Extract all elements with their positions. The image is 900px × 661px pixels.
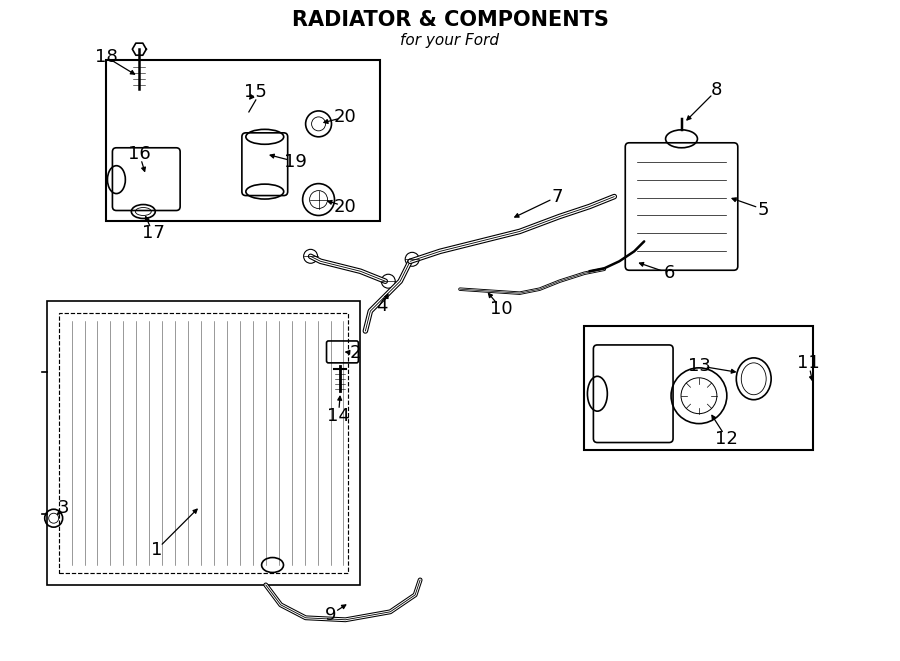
Text: 10: 10 — [491, 300, 513, 318]
Text: 4: 4 — [376, 297, 388, 315]
Bar — [47, 301, 360, 585]
Text: 8: 8 — [711, 81, 723, 99]
Text: 3: 3 — [58, 499, 69, 518]
Text: 19: 19 — [284, 153, 307, 171]
Text: 20: 20 — [334, 108, 356, 126]
Text: for your Ford: for your Ford — [400, 33, 500, 48]
Bar — [58, 313, 348, 573]
Bar — [584, 326, 814, 451]
Text: RADIATOR & COMPONENTS: RADIATOR & COMPONENTS — [292, 11, 608, 30]
Text: 2: 2 — [349, 344, 361, 362]
Bar — [106, 60, 381, 221]
Text: 7: 7 — [552, 188, 563, 206]
Text: 14: 14 — [327, 407, 350, 424]
Text: 9: 9 — [325, 605, 337, 624]
Text: 15: 15 — [245, 83, 267, 101]
Text: 18: 18 — [95, 48, 118, 66]
Text: 6: 6 — [663, 264, 675, 282]
Text: 5: 5 — [758, 200, 770, 219]
Text: 20: 20 — [334, 198, 356, 215]
Text: 13: 13 — [688, 357, 710, 375]
Text: 11: 11 — [797, 354, 820, 372]
Text: 1: 1 — [150, 541, 162, 559]
Text: 16: 16 — [128, 145, 150, 163]
Text: 17: 17 — [142, 225, 165, 243]
Text: 12: 12 — [716, 430, 738, 447]
